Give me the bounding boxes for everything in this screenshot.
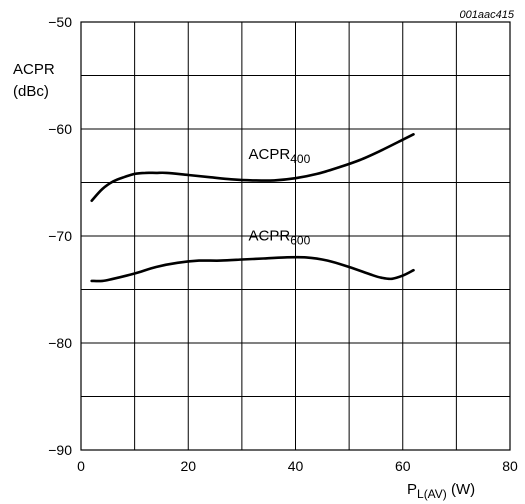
x-axis-label-unit: (W) <box>447 481 475 498</box>
grid-lines <box>81 22 510 450</box>
x-axis-label-sub: L(AV) <box>417 487 447 501</box>
x-tick-label: 20 <box>180 458 196 474</box>
y-axis-label-line1: ACPR <box>13 61 55 78</box>
x-tick-label: 80 <box>502 458 518 474</box>
figure-id: 001aac415 <box>460 9 515 21</box>
x-axis-label-main: P <box>407 481 417 498</box>
tick-labels: 0 20 40 60 80 −50 −60 −70 −80 −90 <box>48 14 518 474</box>
y-tick-label: −90 <box>48 442 72 458</box>
y-tick-label: −70 <box>48 228 72 244</box>
y-tick-label: −80 <box>48 335 72 351</box>
y-tick-label: −60 <box>48 121 72 137</box>
x-tick-label: 0 <box>77 458 85 474</box>
plot-frame <box>80 21 511 451</box>
series-label-acpr400: ACPR400 <box>249 146 311 166</box>
x-axis-label: PL(AV) (W) <box>407 481 475 501</box>
y-tick-label: −50 <box>48 14 72 30</box>
x-tick-label: 60 <box>395 458 411 474</box>
y-axis-label-line2: (dBc) <box>13 83 49 100</box>
series-line-acpr400 <box>90 133 415 202</box>
series-line-acpr600 <box>90 255 415 283</box>
curves: ACPR400 ACPR600 <box>90 133 415 283</box>
series-label-acpr600: ACPR600 <box>249 227 311 247</box>
x-tick-label: 40 <box>288 458 304 474</box>
